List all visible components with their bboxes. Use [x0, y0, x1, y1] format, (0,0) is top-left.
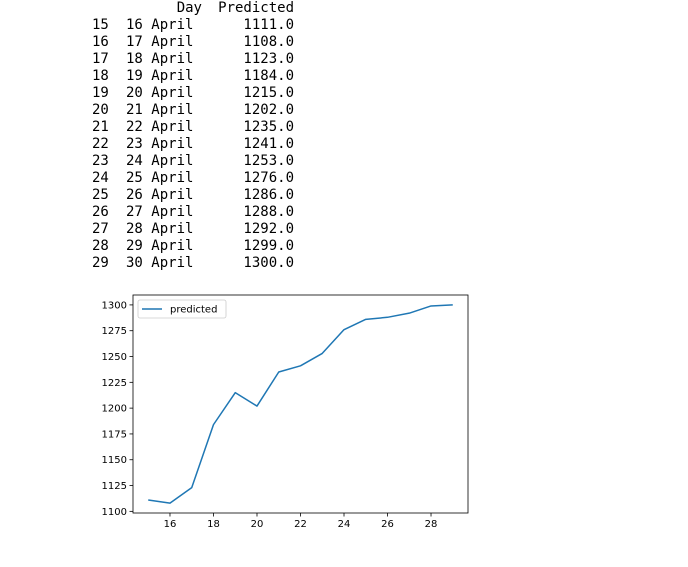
row-day: 19 April [126, 68, 194, 84]
y-tick-label: 1275 [102, 326, 127, 337]
row-predicted: 1300.0 [243, 255, 294, 271]
row-index: 27 [92, 221, 109, 237]
table-row: 26 27 April 1288.0 [92, 204, 294, 221]
row-predicted: 1299.0 [243, 238, 294, 254]
y-tick-label: 1125 [102, 481, 127, 492]
y-tick-label: 1175 [102, 429, 127, 440]
table-row: 27 28 April 1292.0 [92, 221, 294, 238]
table-row: 22 23 April 1241.0 [92, 136, 294, 153]
y-tick-label: 1250 [102, 352, 127, 363]
row-index: 29 [92, 255, 109, 271]
row-day: 27 April [126, 204, 194, 220]
row-day: 22 April [126, 119, 194, 135]
table-row: 24 25 April 1276.0 [92, 170, 294, 187]
table-row: 20 21 April 1202.0 [92, 102, 294, 119]
row-predicted: 1202.0 [243, 102, 294, 118]
row-predicted: 1292.0 [243, 221, 294, 237]
x-tick-label: 18 [207, 519, 220, 530]
y-tick-label: 1100 [102, 507, 127, 518]
row-index: 17 [92, 51, 109, 67]
table-row: 23 24 April 1253.0 [92, 153, 294, 170]
table-row: 17 18 April 1123.0 [92, 51, 294, 68]
row-day: 23 April [126, 136, 194, 152]
row-predicted: 1184.0 [243, 68, 294, 84]
row-index: 24 [92, 170, 109, 186]
row-index: 26 [92, 204, 109, 220]
row-index: 20 [92, 102, 109, 118]
row-predicted: 1241.0 [243, 136, 294, 152]
x-tick-label: 20 [251, 519, 264, 530]
row-day: 24 April [126, 153, 194, 169]
column-header-predicted: Predicted [218, 0, 294, 16]
y-tick-label: 1300 [102, 300, 127, 311]
row-day: 26 April [126, 187, 194, 203]
row-day: 29 April [126, 238, 194, 254]
plot-frame [132, 294, 469, 514]
row-index: 18 [92, 68, 109, 84]
row-day: 25 April [126, 170, 194, 186]
column-header-day: Day [176, 0, 202, 16]
x-tick-label: 22 [294, 519, 307, 530]
x-tick-label: 28 [425, 519, 438, 530]
row-index: 23 [92, 153, 109, 169]
table-row: 15 16 April 1111.0 [92, 17, 294, 34]
row-day: 18 April [126, 51, 194, 67]
table-row: 28 29 April 1299.0 [92, 238, 294, 255]
row-index: 22 [92, 136, 109, 152]
row-predicted: 1108.0 [243, 34, 294, 50]
row-predicted: 1286.0 [243, 187, 294, 203]
row-index: 16 [92, 34, 109, 50]
row-day: 20 April [126, 85, 194, 101]
row-day: 30 April [126, 255, 194, 271]
table-row: 21 22 April 1235.0 [92, 119, 294, 136]
table-row: 29 30 April 1300.0 [92, 255, 294, 272]
legend: predicted [137, 299, 227, 319]
row-day: 28 April [126, 221, 194, 237]
row-predicted: 1276.0 [243, 170, 294, 186]
row-day: 16 April [126, 17, 194, 33]
x-tick-label: 24 [338, 519, 351, 530]
row-index: 15 [92, 17, 109, 33]
series-line-predicted [148, 304, 453, 504]
y-tick-label: 1200 [102, 404, 127, 415]
predictions-table: Day Predicted 15 16 April 1111.0 16 17 April 1… [92, 0, 294, 272]
row-predicted: 1111.0 [243, 17, 294, 33]
table-row: 16 17 April 1108.0 [92, 34, 294, 51]
row-day: 17 April [126, 34, 194, 50]
y-tick-label: 1150 [102, 455, 127, 466]
legend-label: predicted [170, 305, 217, 316]
y-tick-label: 1225 [102, 378, 127, 389]
row-day: 21 April [126, 102, 194, 118]
row-index: 28 [92, 238, 109, 254]
table-row: 19 20 April 1215.0 [92, 85, 294, 102]
row-predicted: 1288.0 [243, 204, 294, 220]
table-header: Day Predicted [92, 0, 294, 17]
legend-box [137, 299, 227, 319]
row-index: 21 [92, 119, 109, 135]
row-predicted: 1253.0 [243, 153, 294, 169]
row-predicted: 1123.0 [243, 51, 294, 67]
row-index: 25 [92, 187, 109, 203]
x-tick-label: 16 [164, 519, 177, 530]
row-predicted: 1215.0 [243, 85, 294, 101]
x-tick-label: 26 [381, 519, 394, 530]
table-row: 25 26 April 1286.0 [92, 187, 294, 204]
row-predicted: 1235.0 [243, 119, 294, 135]
table-row: 18 19 April 1184.0 [92, 68, 294, 85]
row-index: 19 [92, 85, 109, 101]
